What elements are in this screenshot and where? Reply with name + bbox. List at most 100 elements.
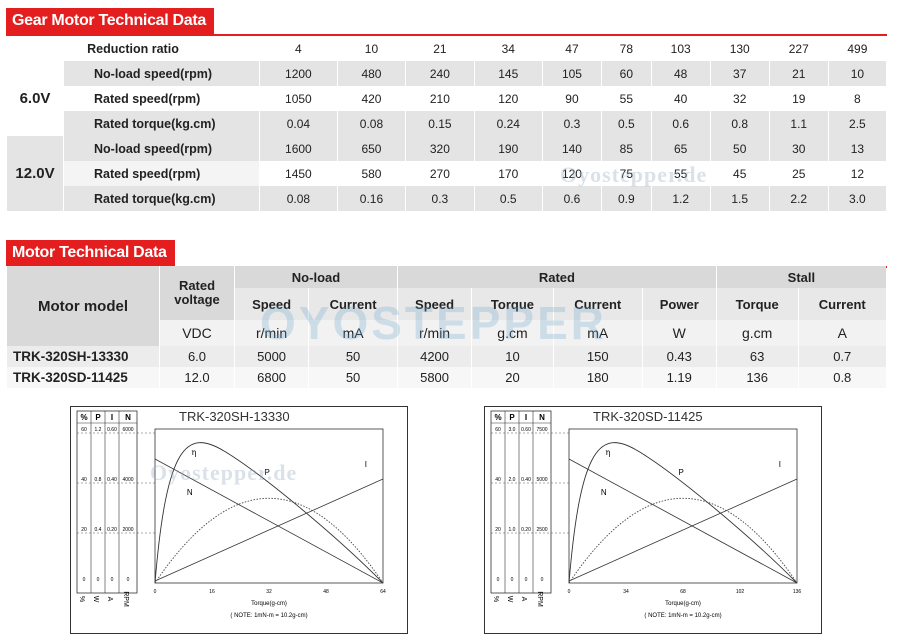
scale-unit-label: RPM: [536, 591, 543, 607]
unit-cell: g.cm: [471, 320, 554, 346]
reduction-ratio-label: Reduction ratio: [6, 36, 260, 61]
tick-label: 2.0: [509, 477, 516, 483]
tick-label: 0: [111, 577, 114, 583]
table-cell: 0.8: [709, 111, 770, 136]
power-curve: [154, 498, 384, 584]
tick-label: 40: [495, 477, 501, 483]
scale-unit-label: W: [506, 596, 513, 603]
table-cell: 30: [768, 136, 829, 161]
n-label: N: [601, 488, 607, 497]
row-label: Rated torque(kg.cm): [63, 186, 260, 211]
table-cell: 580: [336, 161, 406, 186]
table-cell: 90: [541, 86, 602, 111]
table-cell: 20: [471, 367, 554, 388]
ratio-cell: 499: [827, 36, 886, 61]
eta-label: η: [605, 448, 610, 457]
p-label: P: [264, 468, 269, 477]
scale-unit-label: %: [492, 596, 499, 602]
table-cell: 1.1: [768, 111, 829, 136]
table-row: 12.0V No-load speed(rpm) 1600 650 320 19…: [6, 136, 886, 211]
ratio-cell: 4: [259, 36, 338, 61]
tick-label: 0.20: [521, 527, 531, 533]
ratio-cell: 130: [709, 36, 770, 61]
row-label: No-load speed(rpm): [63, 136, 260, 161]
row-label: Rated speed(rpm): [63, 161, 260, 186]
tick-label: 20: [495, 527, 501, 533]
scale-unit-label: A: [106, 597, 113, 602]
table-cell: 0.6: [541, 186, 602, 211]
rated-header: Rated: [396, 266, 717, 288]
tick-label: 1.2: [95, 427, 102, 433]
noload-current-header: Current: [308, 288, 398, 320]
table-cell: 0.6: [650, 111, 711, 136]
table-cell: 0.08: [259, 186, 338, 211]
row-label: Rated torque(kg.cm): [63, 111, 260, 136]
x-tick-label: 0: [154, 589, 157, 595]
rated-voltage-header: Rated voltage: [159, 266, 235, 320]
ratio-cell: 10: [336, 36, 406, 61]
eta-label: η: [191, 448, 196, 457]
gear-section-divider: [6, 34, 887, 36]
table-cell: 5000: [233, 346, 309, 367]
gear-section-title: Gear Motor Technical Data: [6, 8, 215, 34]
axis-head-label: P: [509, 413, 515, 422]
x-tick-label: 136: [793, 589, 802, 595]
tick-label: 3.0: [509, 427, 516, 433]
voltage-12v-label: 12.0V: [6, 136, 64, 211]
tick-label: 0: [127, 577, 130, 583]
table-cell: 55: [650, 161, 711, 186]
i-label: I: [365, 460, 367, 469]
table-cell: 19: [768, 86, 829, 111]
x-tick-label: 48: [323, 589, 329, 595]
table-cell: 32: [709, 86, 770, 111]
table-cell: 2.5: [827, 111, 886, 136]
table-cell: 150: [552, 346, 643, 367]
x-axis-label: Torque(g-cm): [665, 601, 701, 607]
unit-cell: r/min: [396, 320, 472, 346]
tick-label: 2500: [536, 527, 547, 533]
table-cell: 63: [715, 346, 799, 367]
x-tick-label: 16: [209, 589, 215, 595]
scale-frame: [490, 410, 552, 594]
tick-label: 7500: [536, 427, 547, 433]
table-cell: 25: [768, 161, 829, 186]
table-cell: 0.43: [641, 346, 717, 367]
x-tick-label: 64: [380, 589, 386, 595]
speed-curve: [568, 458, 798, 584]
table-cell: 105: [541, 61, 602, 86]
n-label: N: [187, 488, 193, 497]
stall-torque-header: Torque: [715, 288, 799, 320]
efficiency-curve: [154, 442, 384, 584]
tick-label: 0: [541, 577, 544, 583]
table-cell: 12: [827, 161, 886, 186]
ratio-cell: 103: [650, 36, 711, 61]
rated-current-header: Current: [552, 288, 643, 320]
table-cell: 190: [473, 136, 543, 161]
graph-note: ( NOTE: 1mN-m = 10.2g-cm): [230, 613, 307, 619]
table-cell: 0.04: [259, 111, 338, 136]
axis-head-label: P: [95, 413, 101, 422]
unit-cell: A: [797, 320, 886, 346]
tick-label: 4000: [122, 477, 133, 483]
tick-label: 0.20: [107, 527, 117, 533]
motor-data-table: Motor model Rated voltage No-load Rated …: [6, 266, 886, 388]
table-cell: 0.5: [473, 186, 543, 211]
axis-head-label: %: [494, 413, 501, 422]
stall-current-header: Current: [797, 288, 886, 320]
tick-label: 0: [525, 577, 528, 583]
tick-label: 0.40: [107, 477, 117, 483]
x-tick-label: 68: [680, 589, 686, 595]
plot-frame: [154, 428, 384, 584]
table-cell: 4200: [396, 346, 472, 367]
table-cell: 6800: [233, 367, 309, 388]
tick-label: 0.8: [95, 477, 102, 483]
tick-label: 60: [495, 427, 501, 433]
tick-label: 60: [81, 427, 87, 433]
row-label: Rated speed(rpm): [63, 86, 260, 111]
table-cell: 0.8: [797, 367, 886, 388]
table-cell: 0.7: [797, 346, 886, 367]
table-cell: 50: [709, 136, 770, 161]
motor-model-header: Motor model: [6, 266, 160, 346]
table-cell: 21: [768, 61, 829, 86]
tick-label: 0.4: [95, 527, 102, 533]
